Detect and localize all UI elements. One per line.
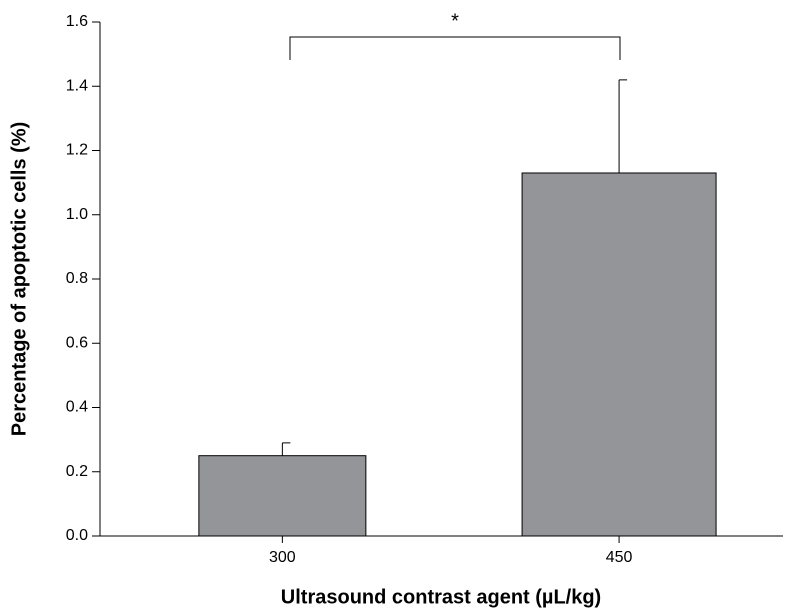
bar	[198, 455, 367, 537]
x-axis-title: Ultrasound contrast agent (µL/kg)	[281, 586, 601, 608]
y-tick-label: 0.4	[66, 399, 88, 416]
y-tick-label: 1.0	[66, 206, 88, 223]
bar	[521, 172, 717, 537]
significance-bracket	[289, 36, 621, 60]
x-tick-label: 450	[606, 549, 633, 566]
y-tick-label: 0.2	[66, 463, 88, 480]
error-bar	[281, 442, 291, 456]
y-tick-label: 1.4	[66, 77, 88, 94]
y-axis-title: Percentage of apoptotic cells (%)	[8, 122, 30, 437]
significance-star: *	[451, 10, 459, 32]
y-tick-label: 0.0	[66, 527, 88, 544]
error-bar	[618, 79, 628, 173]
y-tick-label: 0.6	[66, 334, 88, 351]
y-tick-label: 0.8	[66, 270, 88, 287]
y-tick-label: 1.2	[66, 142, 88, 159]
x-tick-label: 300	[269, 549, 296, 566]
y-tick-label: 1.6	[66, 13, 88, 30]
